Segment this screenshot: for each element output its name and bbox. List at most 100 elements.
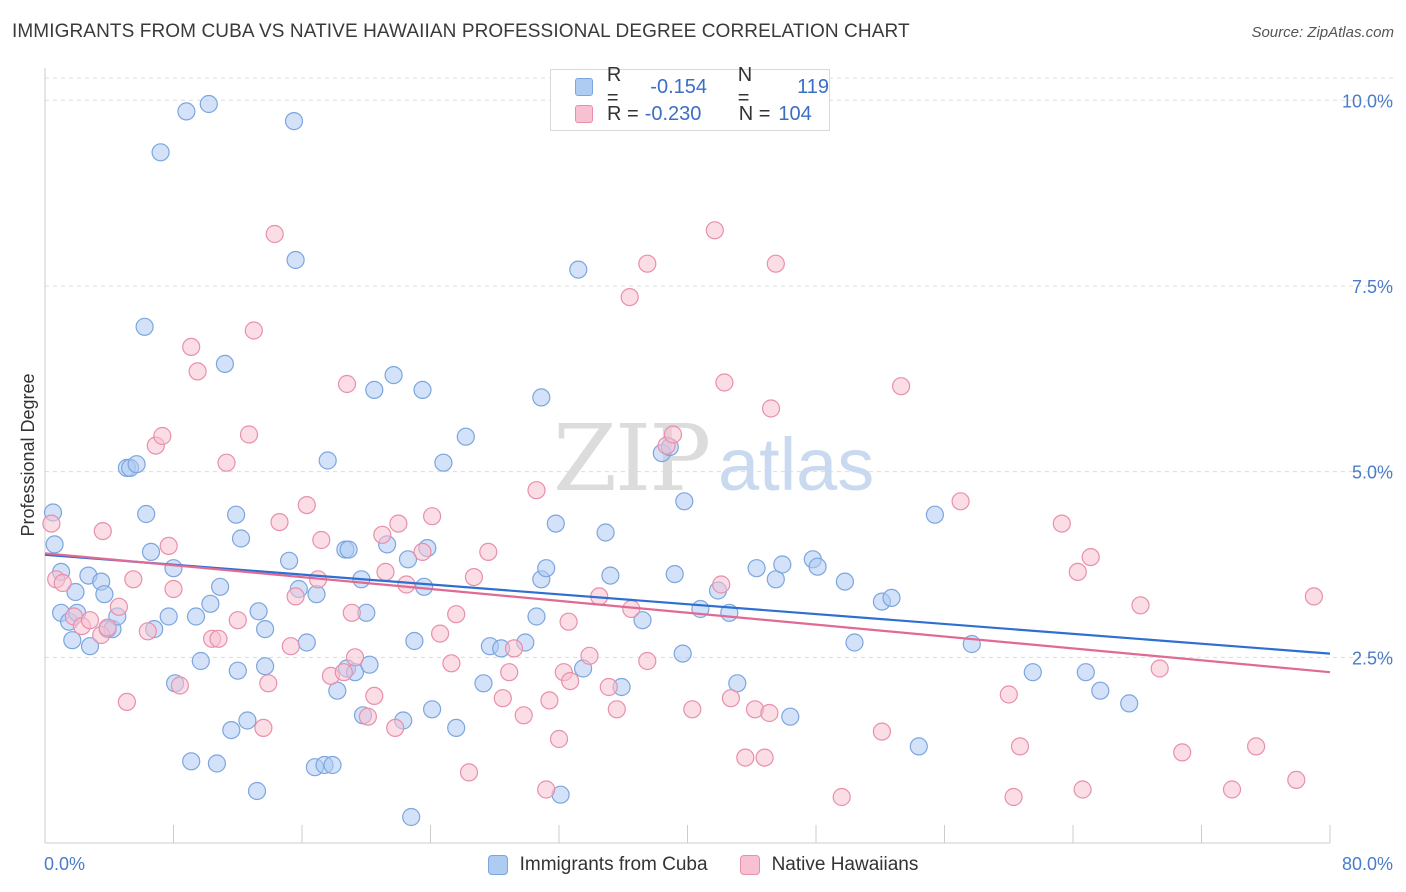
hawaiian-point <box>159 536 178 556</box>
cuba-point <box>45 535 64 554</box>
axis-labels: 2.5% 5.0% 7.5% 10.0% 0.0% 80.0% Professional D… <box>18 91 1393 874</box>
hawaiian-point <box>286 587 305 606</box>
cuba-point <box>151 143 170 162</box>
cuba-point <box>781 707 800 726</box>
hawaiian-point <box>153 426 172 446</box>
cuba-point <box>227 505 246 524</box>
cuba-point <box>191 651 210 671</box>
series-cuba-points <box>43 94 1139 827</box>
hawaiian-point <box>138 622 157 641</box>
hawaiian-point <box>312 530 331 550</box>
cuba-point <box>1023 663 1042 682</box>
cuba-point <box>318 451 337 470</box>
legend-label-hawaiian: Native Hawaiians <box>771 854 919 875</box>
cuba-point <box>95 585 114 604</box>
hawaiian-point <box>254 718 273 738</box>
hawaiian-point <box>259 674 278 693</box>
hawaiian-point <box>559 612 578 631</box>
legend-item-cuba[interactable]: Immigrants from Cuba <box>487 854 708 876</box>
hawaiian-point <box>736 748 755 767</box>
cuba-point <box>1120 694 1139 713</box>
r-label: R = <box>606 64 622 109</box>
hawaiian-point <box>1081 547 1100 567</box>
hawaiian-point <box>561 671 580 691</box>
hawaiian-point <box>464 567 483 587</box>
cuba-point <box>835 572 855 591</box>
hawaiian-point <box>999 685 1018 704</box>
y-tick-label: 5.0% <box>1352 463 1393 483</box>
hawaiian-point <box>540 691 559 710</box>
cuba-point <box>360 655 379 674</box>
cuba-point <box>434 453 453 472</box>
legend-swatch-cuba <box>575 78 593 96</box>
hawaiian-point <box>479 542 498 562</box>
n-value: 119 <box>797 75 830 98</box>
cuba-point <box>845 633 864 652</box>
hawaiian-point <box>712 575 731 594</box>
hawaiian-point <box>164 579 183 599</box>
cuba-point <box>546 514 565 533</box>
hawaiian-point <box>281 637 300 656</box>
r-label: R = <box>607 102 639 125</box>
hawaiian-point <box>580 646 599 665</box>
hawaiian-point <box>442 654 461 673</box>
cuba-point <box>673 644 692 663</box>
hawaiian-point <box>527 481 546 500</box>
cuba-point <box>238 711 257 730</box>
legend-item-hawaiian[interactable]: Native Hawaiians <box>739 854 919 876</box>
hawaiian-point <box>1131 596 1150 615</box>
cuba-point <box>339 540 358 559</box>
cuba-point <box>177 102 196 121</box>
hawaiian-point <box>1173 743 1192 762</box>
stats-row-hawaiian: R = -0.230 N = 104 <box>575 101 812 127</box>
cuba-point <box>222 720 241 740</box>
hawaiian-point <box>337 374 357 394</box>
hawaiian-point <box>270 512 289 532</box>
hawaiian-point <box>423 507 442 526</box>
hawaiian-point <box>537 780 556 799</box>
hawaiian-point <box>447 605 466 624</box>
r-value: -0.154 <box>650 75 707 98</box>
legend-swatch-cuba <box>487 855 508 875</box>
hawaiian-point <box>891 377 911 396</box>
cuba-point <box>323 755 342 775</box>
hawaiian-point <box>500 663 519 682</box>
hawaiian-point <box>386 718 405 738</box>
hawaiian-point <box>766 254 785 273</box>
cuba-point <box>808 557 827 576</box>
hawaiian-point <box>80 611 100 630</box>
hawaiian-point <box>1246 737 1266 756</box>
cuba-point <box>474 674 493 693</box>
hawaiian-point <box>951 492 970 511</box>
hawaiian-point <box>549 729 569 749</box>
cuba-point <box>297 633 316 652</box>
hawaiian-point <box>98 618 117 637</box>
cuba-point <box>423 700 442 719</box>
cuba-point <box>365 380 384 399</box>
y-tick-label: 2.5% <box>1352 648 1393 668</box>
cuba-point <box>80 637 100 656</box>
r-value: -0.230 <box>644 102 702 125</box>
x-tick-label-max: 80.0% <box>1342 854 1393 874</box>
hawaiian-trend-line <box>44 552 1331 674</box>
cuba-point <box>207 754 226 773</box>
hawaiian-point <box>334 663 353 682</box>
cuba-point <box>256 657 275 676</box>
hawaiian-point <box>373 525 392 544</box>
hawaiian-point <box>209 629 228 648</box>
cuba-point <box>532 388 551 407</box>
hawaiian-point <box>358 707 377 726</box>
cuba-point <box>569 260 588 279</box>
hawaiian-point <box>663 425 683 444</box>
cuba-point <box>215 354 234 373</box>
cuba-point <box>231 529 251 548</box>
cuba-point <box>63 631 82 650</box>
cuba-point <box>199 94 218 114</box>
hawaiian-point <box>397 575 416 594</box>
cuba-point <box>247 781 267 801</box>
hawaiian-point <box>117 692 137 712</box>
cuba-point <box>456 427 475 446</box>
hawaiian-point <box>239 425 259 444</box>
cuba-point <box>773 555 792 574</box>
